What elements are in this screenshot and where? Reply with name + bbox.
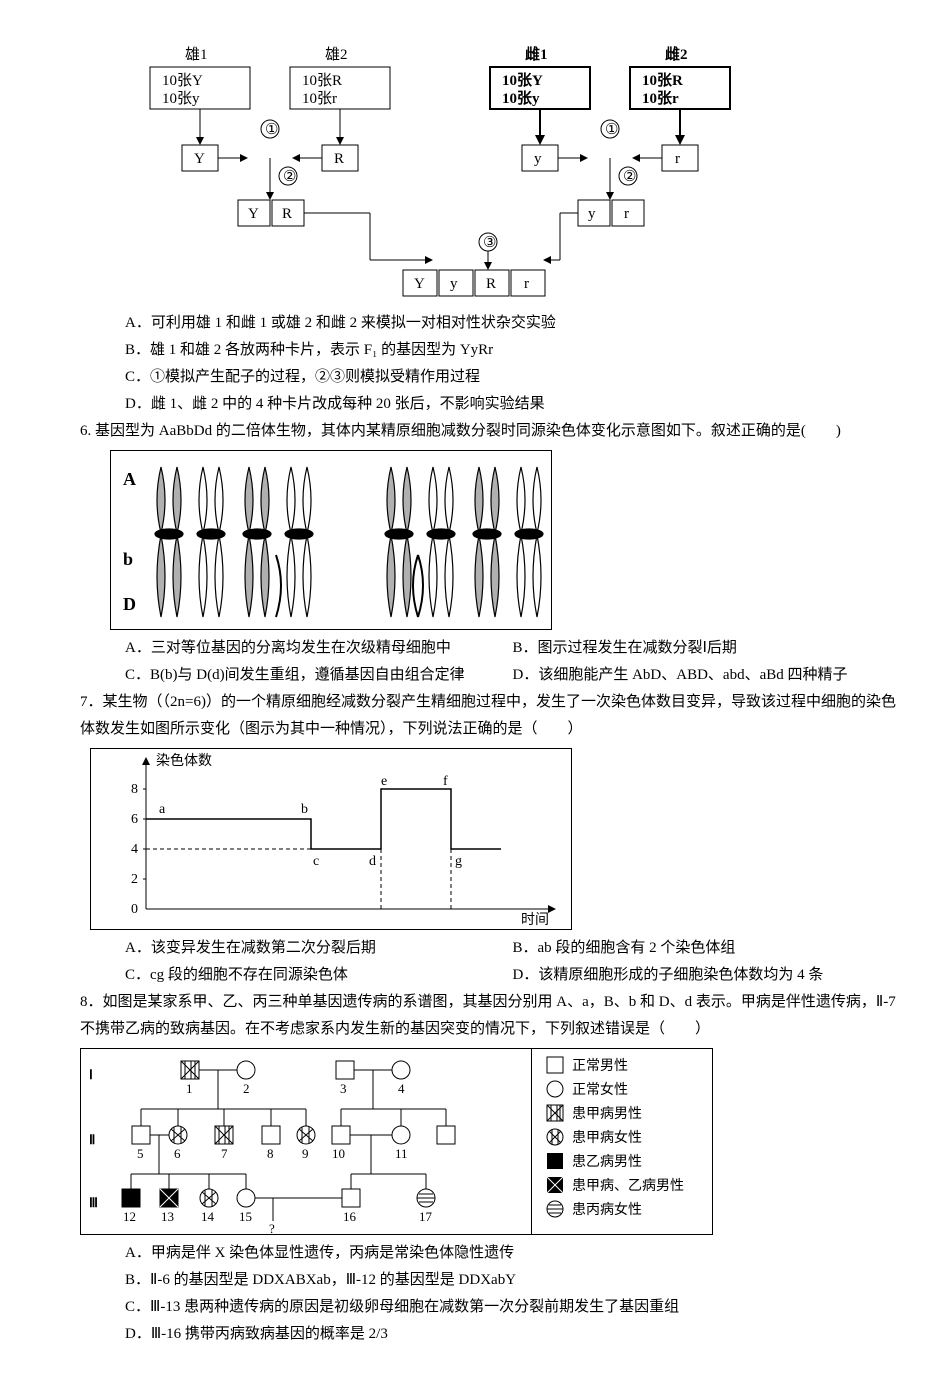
svg-text:患甲病女性: 患甲病女性 — [572, 1129, 642, 1146]
male-group: 雄1 雄2 10张Y10张y 10张R10张r ① Y R ② Y R — [150, 46, 433, 264]
svg-text:8: 8 — [267, 1146, 274, 1161]
svg-text:f: f — [443, 774, 448, 789]
svg-text:0: 0 — [131, 902, 138, 917]
svg-text:患甲病、乙病男性: 患甲病、乙病男性 — [572, 1178, 684, 1194]
svg-text:15: 15 — [239, 1209, 252, 1224]
q7-option-b: B．ab 段的细胞含有 2 个染色体组 — [513, 935, 901, 962]
female-group: 雌1 雌2 10张Y10张y 10张R10张r ① y r ② y r — [490, 45, 730, 264]
svg-text:10张R: 10张R — [302, 72, 342, 89]
q6-stem: 6. 基因型为 AaBbDd 的二倍体生物，其体内某精原细胞减数分裂时同源染色体… — [50, 418, 900, 445]
q6-option-c: C．B(b)与 D(d)间发生重组，遵循基因自由组合定律 — [125, 662, 513, 689]
svg-text:时间: 时间 — [521, 912, 549, 928]
svg-text:患乙病男性: 患乙病男性 — [572, 1154, 642, 1170]
svg-text:r: r — [524, 276, 529, 292]
diagram-q5: 雄1雄2 10张Y10张y 10张R10张r ① Y R ② Y R 雌1雌2 … — [110, 45, 900, 305]
svg-text:e: e — [381, 774, 387, 789]
svg-text:正常男性: 正常男性 — [572, 1058, 628, 1074]
svg-text:R: R — [282, 206, 292, 222]
diagram-q6: A b D — [110, 450, 552, 630]
svg-text:11: 11 — [395, 1146, 408, 1161]
svg-text:10张y: 10张y — [502, 90, 540, 107]
q8-option-b: B．Ⅱ-6 的基因型是 DDXABXab，Ⅲ-12 的基因型是 DDXabY — [50, 1267, 900, 1294]
svg-text:a: a — [159, 802, 166, 817]
svg-text:R: R — [486, 276, 496, 292]
svg-text:Y: Y — [194, 151, 205, 167]
q5-option-b: B．雄 1 和雄 2 各放两种卡片，表示 F₁ 的基因型为 YyRr — [50, 337, 900, 364]
svg-text:Ⅰ: Ⅰ — [89, 1067, 93, 1082]
q7-option-c: C．cg 段的细胞不存在同源染色体 — [125, 962, 513, 989]
q5-option-c: C．①模拟产生配子的过程，②③则模拟受精作用过程 — [50, 364, 900, 391]
q6-option-d: D．该细胞能产生 AbD、ABD、abd、aBd 四种精子 — [513, 662, 901, 689]
q5-option-a: A．可利用雄 1 和雌 1 或雄 2 和雌 2 来模拟一对相对性状杂交实验 — [50, 310, 900, 337]
svg-text:y: y — [450, 276, 458, 292]
svg-text:16: 16 — [343, 1209, 357, 1224]
q7-option-d: D．该精原细胞形成的子细胞染色体数均为 4 条 — [513, 962, 901, 989]
svg-text:3: 3 — [340, 1081, 347, 1096]
svg-text:c: c — [313, 854, 319, 869]
svg-text:r: r — [624, 206, 629, 222]
svg-text:雌2: 雌2 — [665, 45, 688, 63]
svg-text:染色体数: 染色体数 — [156, 752, 212, 769]
svg-text:y: y — [588, 206, 596, 222]
svg-text:b: b — [123, 549, 133, 569]
svg-text:②: ② — [623, 169, 636, 185]
svg-text:Ⅲ: Ⅲ — [89, 1195, 98, 1210]
svg-text:D: D — [123, 594, 136, 614]
svg-text:?: ? — [269, 1221, 275, 1235]
svg-text:2: 2 — [243, 1081, 250, 1096]
svg-text:13: 13 — [161, 1209, 174, 1224]
svg-text:患甲病男性: 患甲病男性 — [572, 1106, 642, 1122]
q8-option-a: A．甲病是伴 X 染色体显性遗传，丙病是常染色体隐性遗传 — [50, 1240, 900, 1267]
svg-text:4: 4 — [131, 842, 138, 857]
svg-text:10张r: 10张r — [302, 90, 337, 107]
q6-option-b: B．图示过程发生在减数分裂Ⅰ后期 — [513, 635, 901, 662]
svg-text:10张R: 10张R — [642, 72, 683, 89]
svg-text:g: g — [455, 854, 462, 869]
svg-text:7: 7 — [221, 1146, 228, 1161]
svg-text:10: 10 — [332, 1146, 345, 1161]
q7-option-a: A．该变异发生在减数第二次分裂后期 — [125, 935, 513, 962]
svg-text:y: y — [534, 151, 542, 167]
svg-text:10张y: 10张y — [162, 90, 200, 107]
q7-stem: 7．某生物（（2n=6)）的一个精原细胞经减数分裂产生精细胞过程中，发生了一次染… — [50, 689, 900, 743]
svg-text:10张Y: 10张Y — [502, 72, 543, 89]
svg-text:正常女性: 正常女性 — [572, 1081, 628, 1098]
svg-text:6: 6 — [131, 812, 138, 827]
svg-text:12: 12 — [123, 1209, 136, 1224]
svg-text:1: 1 — [186, 1081, 193, 1096]
svg-text:9: 9 — [302, 1146, 309, 1161]
svg-text:R: R — [334, 151, 344, 167]
svg-text:Y: Y — [248, 206, 259, 222]
svg-text:雌1: 雌1 — [525, 45, 548, 63]
svg-text:10张Y: 10张Y — [162, 72, 203, 89]
svg-text:③: ③ — [483, 235, 496, 251]
svg-text:10张r: 10张r — [642, 90, 679, 107]
svg-text:Y: Y — [414, 276, 425, 292]
q8-option-c: C．Ⅲ-13 患两种遗传病的原因是初级卵母细胞在减数第一次分裂前期发生了基因重组 — [50, 1294, 900, 1321]
svg-text:5: 5 — [137, 1146, 144, 1161]
svg-text:①: ① — [605, 122, 618, 138]
svg-text:b: b — [301, 802, 308, 817]
svg-text:17: 17 — [419, 1209, 433, 1224]
q5-option-d: D．雌 1、雌 2 中的 4 种卡片改成每种 20 张后，不影响实验结果 — [50, 391, 900, 418]
q6-option-a: A．三对等位基因的分离均发生在次级精母细胞中 — [125, 635, 513, 662]
svg-text:①: ① — [265, 122, 278, 138]
svg-text:2: 2 — [131, 872, 138, 887]
svg-text:r: r — [675, 151, 680, 167]
svg-text:14: 14 — [201, 1209, 215, 1224]
svg-text:Ⅱ: Ⅱ — [89, 1132, 95, 1147]
svg-text:4: 4 — [398, 1081, 405, 1096]
svg-text:雄1: 雄1 — [185, 46, 208, 63]
svg-text:A: A — [123, 469, 136, 489]
q8-stem: 8．如图是某家系甲、乙、丙三种单基因遗传病的系谱图，其基因分别用 A、a，B、b… — [50, 989, 900, 1043]
diagram-q8: Ⅰ Ⅱ Ⅲ 1234 56789 1011 12131415 1617 ? 正常… — [80, 1048, 900, 1235]
svg-text:d: d — [369, 854, 376, 869]
svg-text:6: 6 — [174, 1146, 181, 1161]
svg-text:雄2: 雄2 — [325, 46, 348, 63]
svg-text:患丙病女性: 患丙病女性 — [572, 1201, 642, 1218]
svg-text:②: ② — [283, 169, 296, 185]
svg-text:8: 8 — [131, 782, 138, 797]
diagram-q7: 染色体数时间 0 2 4 6 8 a b c d e f g — [90, 748, 572, 930]
